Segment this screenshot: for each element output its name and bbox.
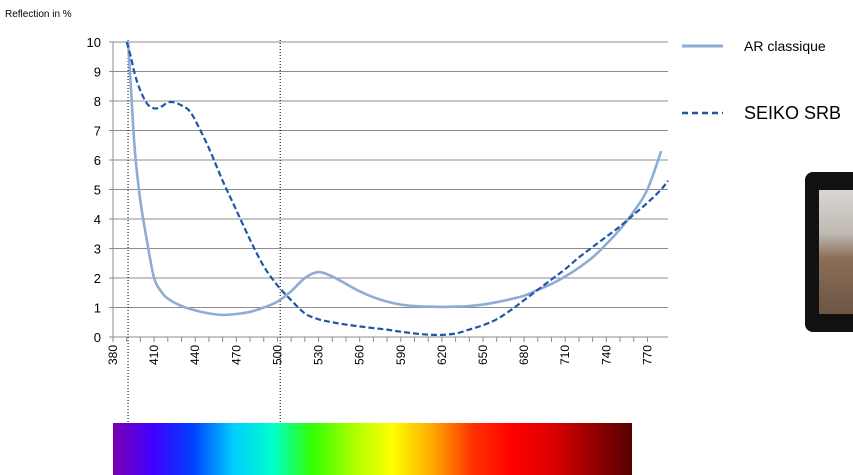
y-tick-label-2: 2	[94, 271, 101, 286]
x-tick-label-680: 680	[517, 345, 531, 365]
legend: AR classique SEIKO SRB	[682, 38, 841, 123]
y-tick-label-10: 10	[87, 35, 101, 50]
y-tick-label-8: 8	[94, 94, 101, 109]
tablet-image	[805, 172, 853, 332]
y-tick-label-4: 4	[94, 212, 101, 227]
y-tick-labels: 0 1 2 3 4 5 6 7 8 9 10	[87, 35, 101, 345]
y-tick-label-3: 3	[94, 242, 101, 257]
wavelength-markers	[127, 40, 281, 423]
series-line-ar-classique	[126, 41, 663, 317]
x-tick-label-590: 590	[394, 345, 408, 365]
legend-label-seiko-srb: SEIKO SRB	[744, 103, 841, 123]
x-tick-label-710: 710	[558, 345, 572, 365]
series-lines	[125, 41, 669, 337]
y-tick-label-1: 1	[94, 301, 101, 316]
x-tick-label-410: 410	[147, 345, 161, 365]
x-tick-label-500: 500	[270, 345, 284, 365]
legend-label-ar-classique: AR classique	[744, 38, 826, 54]
x-tick-label-620: 620	[435, 345, 449, 365]
x-tick-label-440: 440	[188, 345, 202, 365]
y-tick-label-7: 7	[94, 124, 101, 139]
x-tick-label-470: 470	[229, 345, 243, 365]
x-tick-label-650: 650	[476, 345, 490, 365]
tablet-screen	[819, 190, 853, 314]
x-tick-label-740: 740	[599, 345, 613, 365]
y-tick-label-5: 5	[94, 183, 101, 198]
legend-item-seiko-srb: SEIKO SRB	[682, 103, 841, 123]
x-tick-label-380: 380	[106, 345, 120, 365]
gridlines	[113, 41, 668, 308]
y-tick-label-0: 0	[94, 330, 101, 345]
visible-spectrum-bar	[113, 423, 632, 475]
x-tick-label-560: 560	[353, 345, 367, 365]
x-tick-label-770: 770	[640, 345, 654, 365]
y-tick-label-9: 9	[94, 65, 101, 80]
series-line-seiko-srb	[125, 41, 669, 337]
y-tick-label-6: 6	[94, 153, 101, 168]
axes	[109, 41, 668, 342]
x-tick-labels: 380 410 440 470 500 530 560 590 620 650 680 710 740 7…	[106, 345, 654, 365]
y-axis-label: Reflection in %	[5, 9, 72, 20]
x-tick-label-530: 530	[312, 345, 326, 365]
legend-item-ar-classique: AR classique	[682, 38, 826, 54]
